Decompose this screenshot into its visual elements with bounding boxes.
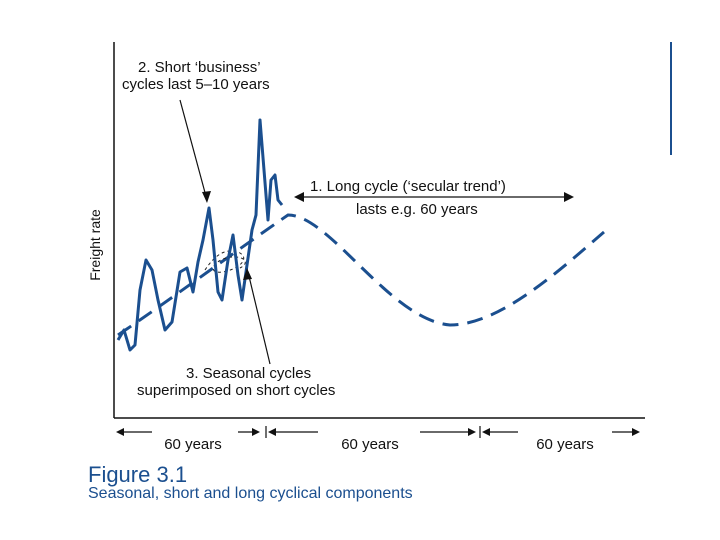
seasonal-arrowhead: [243, 268, 252, 280]
figure-subtitle: Seasonal, short and long cyclical compon…: [88, 485, 413, 502]
period-2-label: 60 years: [341, 436, 399, 453]
long-cycle-left-arrowhead: [294, 192, 304, 202]
short-cycles-label-line2: cycles last 5–10 years: [122, 76, 270, 93]
period-3-label: 60 years: [536, 436, 594, 453]
long-cycle-curve: [117, 213, 605, 337]
seasonal-cycles-curve: [204, 250, 246, 273]
period-1-right-arrowhead: [252, 428, 260, 436]
figure-title: Figure 3.1: [88, 462, 188, 487]
period-2-left-arrowhead: [268, 428, 276, 436]
seasonal-label-line2: superimposed on short cycles: [137, 382, 335, 399]
period-3-left-arrowhead: [482, 428, 490, 436]
seasonal-label-line1: 3. Seasonal cycles: [186, 365, 311, 382]
short-cycles-pointer: [179, 99, 208, 201]
long-cycle-label-line1: 1. Long cycle (‘secular trend’): [310, 178, 506, 195]
short-cycles-arrowhead: [202, 191, 211, 203]
short-cycles-curve: [116, 118, 284, 352]
period-markers: 60 years 60 years 60 years: [116, 426, 640, 453]
period-3-right-arrowhead: [632, 428, 640, 436]
short-cycles-label-line1: 2. Short ‘business’: [138, 59, 261, 76]
seasonal-pointer: [247, 271, 271, 365]
long-cycle-right-arrowhead: [564, 192, 574, 202]
long-cycle-label-line2: lasts e.g. 60 years: [356, 201, 478, 218]
y-axis-label: Freight rate: [87, 209, 103, 281]
period-1-left-arrowhead: [116, 428, 124, 436]
period-1-label: 60 years: [164, 436, 222, 453]
period-2-right-arrowhead: [468, 428, 476, 436]
